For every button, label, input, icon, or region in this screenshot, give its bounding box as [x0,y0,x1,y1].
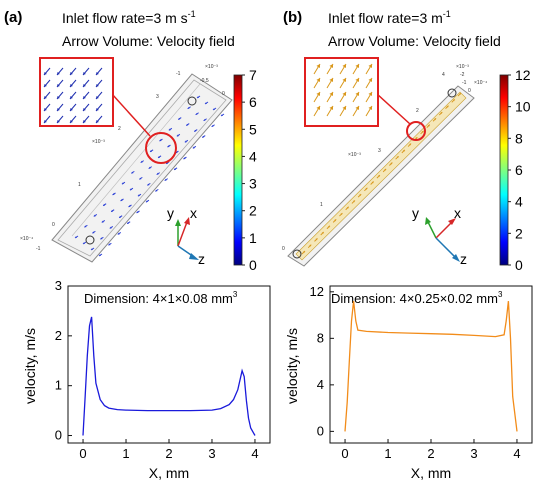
model-label: 2 [416,108,419,114]
colorbar-tick-label: 5 [249,121,257,137]
colorbar-tick-label: 10 [515,99,531,115]
panel-a-inlet: Inlet flow rate=3 m s-1 [62,9,196,26]
model-label: ×10⁻³ [92,139,105,145]
chart-a-ylabel: velocity, m/s [22,328,38,404]
model-label: ×10⁻³ [456,64,469,70]
panel-b-zoom-inset [304,57,426,141]
model-label: ×10⁻⁴ [474,80,487,86]
axis-x-label: x [190,205,197,221]
colorbar-tick-label: 8 [515,130,523,146]
chart-a-title: Dimension: 4×1×0.08 mm3 [84,290,238,306]
axis-y-label: y [412,205,419,221]
model-label: 3 [156,94,159,100]
panel-a-colorbar: 7 6 5 4 3 2 1 0 [233,67,257,273]
y-tick-label: 4 [317,377,324,392]
panel-b-arrow-field [301,92,462,255]
y-tick-label: 1 [55,378,62,393]
model-label: 0 [468,88,471,94]
colorbar-tick-label: 4 [249,148,257,164]
axis-z-label: z [198,251,205,267]
colorbar-tick-label: 0 [249,257,257,273]
axis-z-label: z [460,251,467,267]
panel-a-inlet-sup: -1 [188,9,196,19]
model-label: ×10⁻³ [348,152,361,158]
colorbar-tick-label: 4 [515,194,523,210]
panel-a-arrow-field [74,95,225,257]
y-tick-label: 12 [310,284,324,299]
panel-b-inlet: Inlet flow rate=3 m-1 [328,9,451,26]
colorbar-tick-label: 7 [249,67,257,83]
model-label: -2 [460,72,465,78]
chart-a-xlabel: X, mm [149,465,189,481]
colorbar-tick-label: 3 [249,176,257,192]
model-label: ×10⁻³ [205,64,218,70]
panel-a-inset-arrows [43,67,103,124]
model-label: -1 [36,246,41,252]
panel-b-letter: (b) [283,9,302,26]
panel-a-zoom-inset [39,57,177,164]
panel-a-inlet-text: Inlet flow rate=3 m s [62,10,188,26]
x-tick-label: 0 [79,446,86,461]
panel-b-inset-arrows [313,63,373,117]
colorbar-tick-label: 2 [249,203,257,219]
colorbar-tick-label: 2 [515,225,523,241]
y-tick-label: 2 [55,328,62,343]
panel-a-axes-triad: y x z [167,205,205,267]
chart-b-ylabel: velocity, m/s [284,328,300,404]
panel-a-arrow-volume: Arrow Volume: Velocity field [62,33,235,49]
x-tick-label: 4 [513,446,520,461]
x-tick-label: 0 [341,446,348,461]
chart-b-series-line [344,301,518,432]
panel-a-letter: (a) [4,9,22,26]
y-tick-label: 0 [317,423,324,438]
panel-b: (b) Inlet flow rate=3 m-1 Arrow Volume: … [282,9,531,273]
panel-a-model: ×10⁻³ -1 -0.5 0 ×10⁻³ 2 3 1 ×10⁻⁴ 0 -1 [20,64,233,263]
panel-b-colorbar: 12 10 8 6 4 2 0 [499,67,531,273]
chart-a-frame [67,285,271,444]
chart-b-frame [329,285,533,444]
colorbar-tick-label: 1 [249,230,257,246]
x-tick-label: 1 [122,446,129,461]
x-tick-label: 4 [251,446,258,461]
model-label: 0 [222,91,225,97]
model-label: 0 [52,222,55,228]
x-tick-label: 3 [470,446,477,461]
chart-a: Dimension: 4×1×0.08 mm3 velocity, m/s X,… [22,278,271,481]
x-tick-label: 2 [165,446,172,461]
axis-x-label: x [454,205,461,221]
model-label: -0.5 [200,78,209,84]
y-tick-label: 3 [55,278,62,293]
model-label: 1 [78,182,81,188]
model-label: 4 [442,72,445,78]
model-label: 0 [282,246,285,252]
model-label: -1 [176,71,181,77]
y-tick-label: 8 [317,330,324,345]
panel-b-axes-triad: y x z [412,205,467,267]
panel-a: (a) Inlet flow rate=3 m s-1 Arrow Volume… [4,9,257,273]
model-label: 1 [320,202,323,208]
model-label: 2 [118,126,121,132]
panel-b-arrow-volume: Arrow Volume: Velocity field [328,33,501,49]
chart-b-title: Dimension: 4×0.25×0.02 mm3 [331,290,503,306]
x-tick-label: 2 [427,446,434,461]
chart-b-xlabel: X, mm [411,465,451,481]
x-tick-label: 1 [384,446,391,461]
colorbar-tick-label: 6 [249,94,257,110]
axis-y-label: y [167,205,174,221]
y-tick-label: 0 [55,428,62,443]
model-label: ×10⁻⁴ [20,236,33,242]
colorbar-tick-label: 12 [515,67,531,83]
x-tick-label: 3 [208,446,215,461]
model-label: -1 [462,80,467,86]
panel-b-inlet-text: Inlet flow rate=3 m [328,10,443,26]
chart-a-series-line [82,316,256,436]
panel-b-inlet-sup: -1 [443,9,451,19]
model-label: 3 [378,148,381,154]
chart-b: Dimension: 4×0.25×0.02 mm3 velocity, m/s… [284,284,533,481]
colorbar-tick-label: 6 [515,162,523,178]
colorbar-tick-label: 0 [515,257,523,273]
